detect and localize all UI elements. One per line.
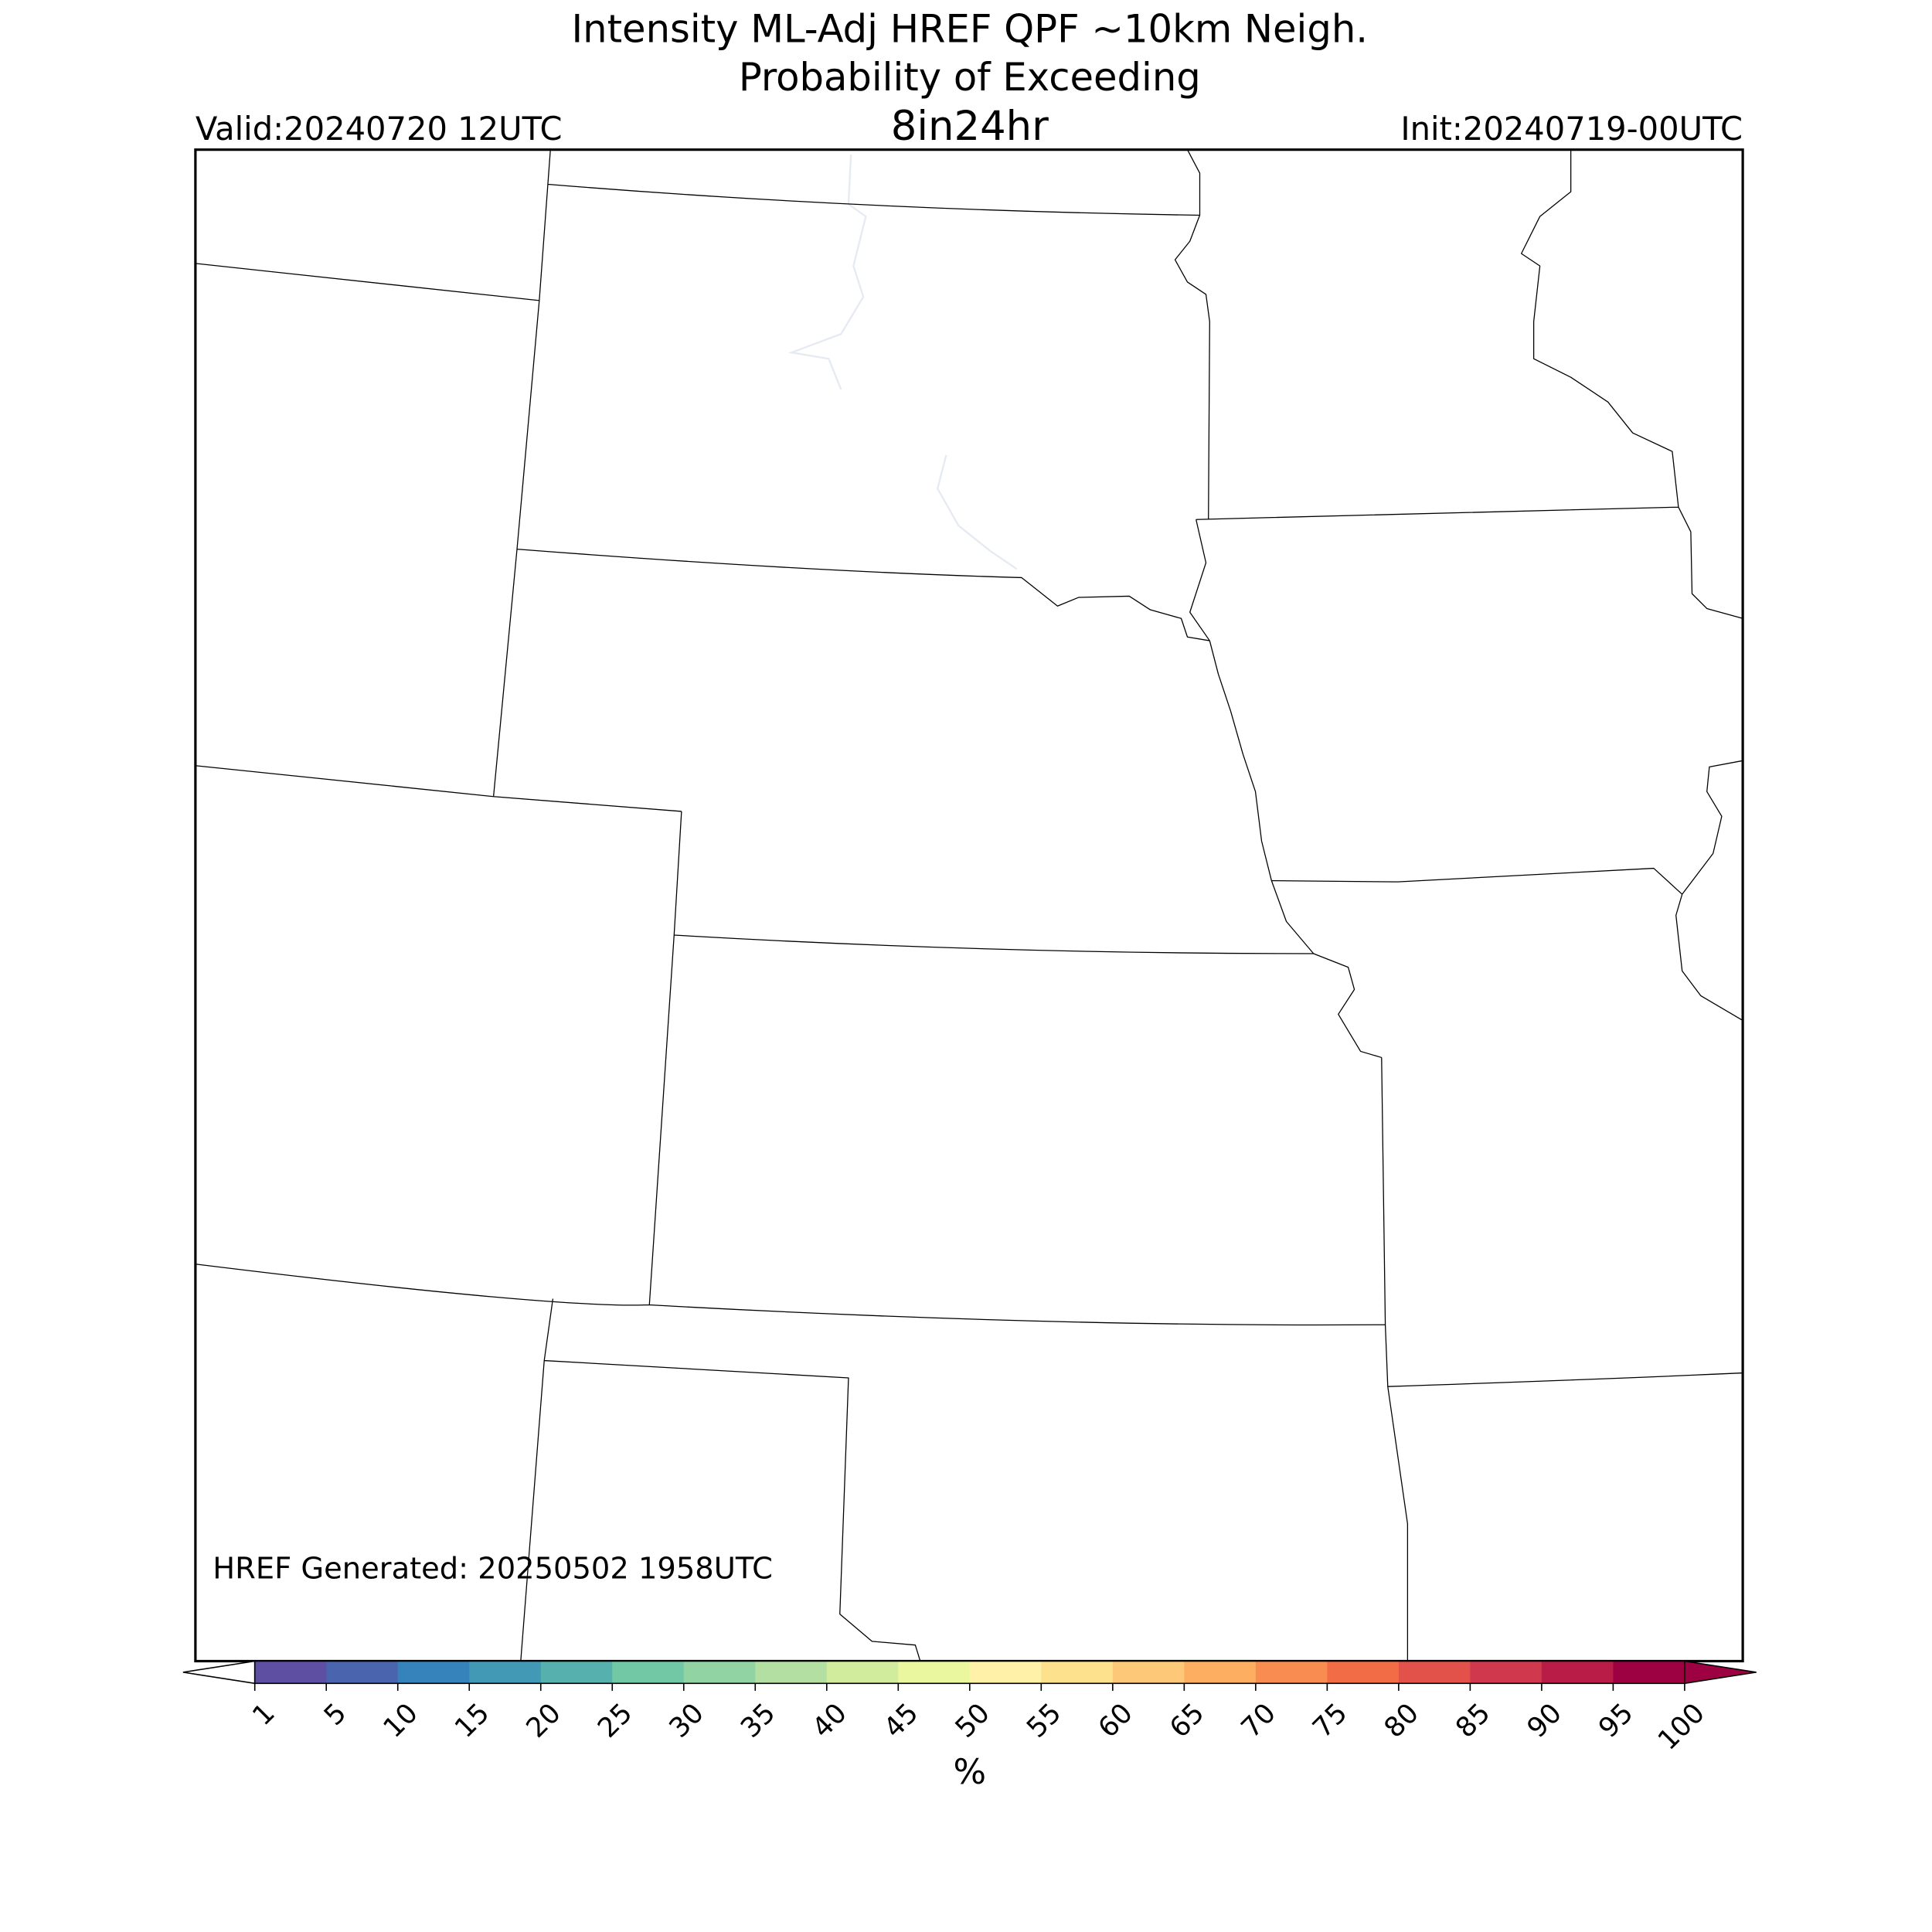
colorbar-segment [1184,1661,1257,1684]
colorbar-segment [1327,1661,1400,1684]
colorbar-segment [326,1661,399,1684]
colorbar-segment [1470,1661,1543,1684]
init-time: Init:20240719-00UTC [1400,110,1743,148]
colorbar-segment [254,1661,328,1684]
colorbar-segment [755,1661,828,1684]
state-borders [195,149,1743,1662]
colorbar-segment [683,1661,757,1684]
colorbar-segment [1041,1661,1114,1684]
colorbar-segment [612,1661,685,1684]
colorbar-segment [540,1661,614,1684]
water-features [787,155,1018,570]
colorbar-segment [397,1661,471,1684]
colorbar-segment [898,1661,971,1684]
colorbar-segment [1541,1661,1614,1684]
title: Intensity ML-Adj HREF QPF ~10km Neigh. [572,6,1369,51]
colorbar-segment [969,1661,1043,1684]
colorbar-label: % [954,1751,987,1792]
colorbar-segment [1112,1661,1185,1684]
colorbar-segment [469,1661,542,1684]
colorbar-segment [826,1661,900,1684]
valid-time: Valid:20240720 12UTC [196,110,563,148]
threshold: 8in24hr [891,103,1049,150]
subtitle: Probability of Exceeding [739,55,1201,100]
colorbar-segment [1255,1661,1328,1684]
colorbar-segment [1398,1661,1471,1684]
footnote: HREF Generated: 20250502 1958UTC [213,1551,773,1586]
colorbar-segment [1613,1661,1685,1684]
